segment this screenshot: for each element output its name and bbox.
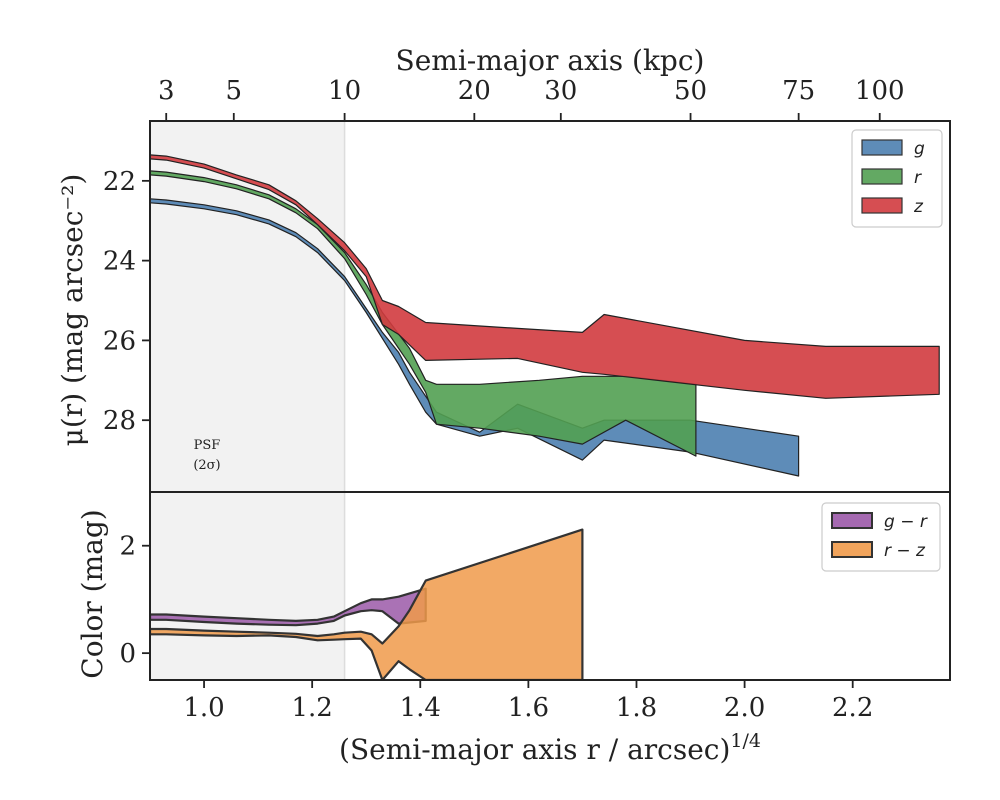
top-x-tick-label-20: 20: [458, 76, 491, 106]
legend-top-swatch-1: [861, 168, 903, 185]
top-panel-series: [150, 154, 940, 477]
bottom-panel-series: [150, 528, 584, 680]
x-tick-label-1.8: 1.8: [616, 693, 657, 723]
legend-bot-label-0: g − r: [884, 512, 928, 532]
axis-ticks: 22 24 26 28 3 5 10 20 30 50 75 100 0 2 1.0 1.2 1.4 1.6 1.8…: [103, 76, 905, 723]
top-axis-title: Semi-major axis (kpc): [396, 44, 705, 77]
top-x-tick-label-5: 5: [226, 76, 243, 106]
bottom-y-axis-label: Color (mag): [76, 509, 109, 678]
legend-bot-swatch-0: [831, 512, 873, 529]
top-x-tick-label-100: 100: [855, 76, 905, 106]
y-tick-label-top-26: 26: [103, 326, 136, 356]
top-x-tick-label-3: 3: [158, 76, 175, 106]
psf-shaded-region-bottom: [150, 492, 345, 680]
top-x-tick-label-50: 50: [674, 76, 707, 106]
x-tick-label-2.0: 2.0: [724, 693, 765, 723]
legend-top-swatch-0: [861, 139, 903, 156]
bottom-x-axis-label: (Semi-major axis r / arcsec)1/4: [339, 730, 761, 766]
top-y-axis-label: μ(r) (mag arcsec⁻²): [56, 174, 89, 447]
y-tick-label-bottom-2: 2: [119, 532, 136, 562]
psf-label-line2: (2σ): [193, 458, 220, 473]
legend-bot-swatch-1: [831, 541, 873, 558]
top-x-tick-label-30: 30: [544, 76, 577, 106]
x-tick-label-1.2: 1.2: [291, 693, 332, 723]
legend-bot-label-1: r − z: [884, 541, 926, 561]
x-tick-label-1.0: 1.0: [183, 693, 224, 723]
legend-top-swatch-2: [861, 197, 903, 214]
top-x-tick-label-75: 75: [782, 76, 815, 106]
bottom-x-axis-label-main: (Semi-major axis r / arcsec): [339, 733, 730, 766]
x-tick-label-1.6: 1.6: [508, 693, 549, 723]
top-x-tick-label-10: 10: [328, 76, 361, 106]
y-tick-label-top-24: 24: [103, 247, 136, 277]
y-tick-label-top-28: 28: [103, 406, 136, 436]
band-g: [150, 198, 800, 477]
x-tick-label-1.4: 1.4: [400, 693, 441, 723]
x-tick-label-2.2: 2.2: [832, 693, 873, 723]
legend-top: grz: [851, 129, 943, 228]
bottom-x-axis-label-power: 1/4: [730, 730, 761, 752]
y-tick-label-bottom-0: 0: [119, 639, 136, 669]
band-z: [150, 154, 940, 399]
psf-label-line1: PSF: [194, 438, 221, 453]
y-tick-label-top-22: 22: [103, 167, 136, 197]
bottom-panel-frame: [149, 491, 951, 681]
legend-bottom: g − r r − z: [821, 502, 941, 572]
legend-top-label-0: g: [914, 139, 925, 159]
legend-top-label-2: z: [913, 197, 924, 217]
band-r-z: [150, 528, 584, 680]
legend-top-label-1: r: [914, 168, 922, 188]
